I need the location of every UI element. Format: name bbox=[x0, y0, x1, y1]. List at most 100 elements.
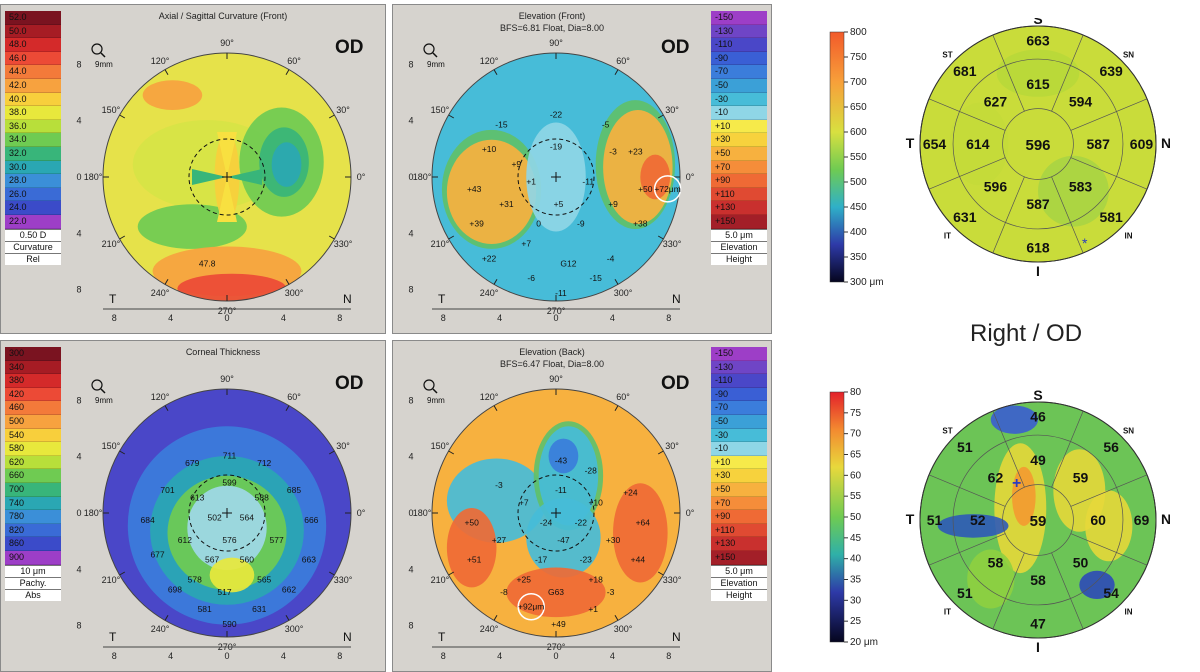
x-tick-label: 8 bbox=[441, 313, 446, 323]
cross-marker: + bbox=[1012, 475, 1021, 492]
map-value: 662 bbox=[282, 584, 296, 594]
map-value: 679 bbox=[185, 458, 199, 468]
panel-subtitle: BFS=6.47 Float, Dia=8.00 bbox=[499, 359, 605, 369]
colorbar-label: 30 bbox=[850, 595, 862, 606]
colorbar-label: 80 bbox=[850, 387, 862, 398]
zoom-icon[interactable] bbox=[91, 379, 106, 394]
angle-tick bbox=[328, 571, 335, 576]
scale-footer: Elevation bbox=[711, 576, 767, 589]
direction-label: N bbox=[1161, 511, 1170, 527]
map-value: +5 bbox=[554, 199, 564, 209]
map-value: +27 bbox=[492, 535, 507, 545]
color-scale-step: +50 bbox=[711, 482, 767, 497]
map-value: -47 bbox=[557, 535, 570, 545]
color-scale-step: 28.0 bbox=[5, 174, 61, 188]
color-scale-step: 500 bbox=[5, 414, 61, 429]
color-scale-step: 300 bbox=[5, 347, 61, 361]
epithelial-thickness-map-bottom: 80 75 70 65 60 55 50 45 40 35 30 25 20 μm 59 49 59 60 50 5… bbox=[829, 387, 1170, 655]
x-tick-label: 8 bbox=[666, 651, 671, 661]
x-tick-label: 4 bbox=[168, 651, 173, 661]
inner-sector-value: 587 bbox=[1087, 136, 1111, 152]
sector-divider bbox=[992, 552, 1025, 630]
angle-label: 150° bbox=[102, 441, 121, 451]
colorbar-label: 350 bbox=[850, 252, 867, 263]
topography-map: 90°60°30°0°330°300°270°240°210°180°150°1… bbox=[408, 38, 694, 323]
angle-label: 210° bbox=[102, 239, 121, 249]
angle-tick bbox=[285, 69, 290, 76]
inner-sector-value: 594 bbox=[1069, 93, 1093, 109]
angle-label: 30° bbox=[665, 441, 679, 451]
topography-map: 90°60°30°0°330°300°270°240°210°180°150°1… bbox=[76, 38, 365, 323]
sector-map bbox=[919, 25, 1157, 263]
x-tick-label: 0 bbox=[553, 313, 558, 323]
color-scale-step: +150 bbox=[711, 214, 767, 229]
angle-label: 0° bbox=[357, 508, 366, 518]
color-scale-step: 40.0 bbox=[5, 92, 61, 107]
eye-label: OD bbox=[661, 37, 690, 58]
angle-tick bbox=[285, 278, 290, 285]
color-scale-step: +90 bbox=[711, 510, 767, 524]
x-tick-label: 8 bbox=[337, 313, 342, 323]
map-value: 684 bbox=[141, 515, 155, 525]
outer-sector-value: 46 bbox=[1030, 409, 1046, 425]
x-tick-label: 4 bbox=[497, 651, 502, 661]
outer-sector-value: 69 bbox=[1134, 512, 1150, 528]
angle-tick bbox=[448, 114, 455, 119]
angle-tick bbox=[328, 235, 335, 240]
zoom-icon[interactable] bbox=[91, 43, 106, 58]
x-tick-label: 4 bbox=[610, 313, 615, 323]
angle-label: 180° bbox=[84, 508, 103, 518]
angle-label: 150° bbox=[431, 441, 450, 451]
topography-map: 90°60°30°0°330°300°270°240°210°180°150°1… bbox=[76, 374, 366, 661]
y-tick-label: 4 bbox=[76, 116, 81, 126]
map-value: +72μm bbox=[654, 184, 680, 194]
angle-label: 90° bbox=[220, 38, 234, 48]
x-tick-label: 8 bbox=[666, 313, 671, 323]
direction-label: S bbox=[1033, 18, 1042, 27]
map-value: 612 bbox=[178, 535, 192, 545]
y-tick-label: 8 bbox=[76, 621, 81, 631]
angle-tick bbox=[493, 405, 498, 412]
map-value: +64 bbox=[636, 517, 651, 527]
angle-label: 240° bbox=[151, 288, 170, 298]
zoom-icon[interactable] bbox=[423, 379, 438, 394]
x-tick-label: 0 bbox=[224, 651, 229, 661]
map-value: -5 bbox=[602, 119, 610, 129]
direction-label: T bbox=[906, 135, 915, 151]
map-value: +9 bbox=[608, 199, 618, 209]
angle-tick bbox=[448, 571, 455, 576]
angle-tick bbox=[614, 405, 619, 412]
angle-label: 300° bbox=[285, 288, 304, 298]
axial-curvature-panel: 52.0 50.0 48.0 46.0 44.0 42.0 40.0 38.0 36.0 34.0… bbox=[0, 4, 386, 334]
color-scale-step: +110 bbox=[711, 523, 767, 538]
map-surface bbox=[103, 53, 351, 301]
color-scale-step: 580 bbox=[5, 442, 61, 456]
map-value: -15 bbox=[590, 273, 603, 283]
sector-divider bbox=[928, 157, 1006, 190]
colorbar-label: 35 bbox=[850, 575, 862, 586]
panel-title: Axial / Sagittal Curvature (Front) bbox=[158, 11, 288, 21]
map-value: 578 bbox=[188, 574, 202, 584]
x-tick-label: 8 bbox=[112, 651, 117, 661]
y-tick-label: 8 bbox=[76, 395, 81, 405]
color-scale-step: 48.0 bbox=[5, 38, 61, 52]
map-value: 576 bbox=[222, 535, 236, 545]
color-scale-step: +70 bbox=[711, 160, 767, 175]
colorbar-label: 650 bbox=[850, 102, 867, 113]
angle-label: 180° bbox=[84, 172, 103, 182]
color-scale-step: -150 bbox=[711, 11, 767, 25]
map-value: +51 bbox=[467, 555, 482, 565]
angle-tick bbox=[448, 235, 455, 240]
zoom-icon[interactable] bbox=[423, 43, 438, 58]
colorbar-label: 800 bbox=[850, 27, 867, 38]
map-surface bbox=[432, 53, 680, 301]
elevation-front-panel: -150 -130 -110 -90 -70 -50 -30 -10 +10 +30 +50 +70 +… bbox=[392, 4, 772, 334]
map-value: -6 bbox=[527, 273, 535, 283]
color-scale-step: 620 bbox=[5, 455, 61, 470]
color-scale-step: -110 bbox=[711, 374, 767, 388]
angle-label: 210° bbox=[431, 239, 450, 249]
angle-label: 120° bbox=[480, 392, 499, 402]
map-value: +44 bbox=[631, 555, 646, 565]
inner-sector-value: 614 bbox=[966, 136, 990, 152]
angle-tick bbox=[614, 69, 619, 76]
